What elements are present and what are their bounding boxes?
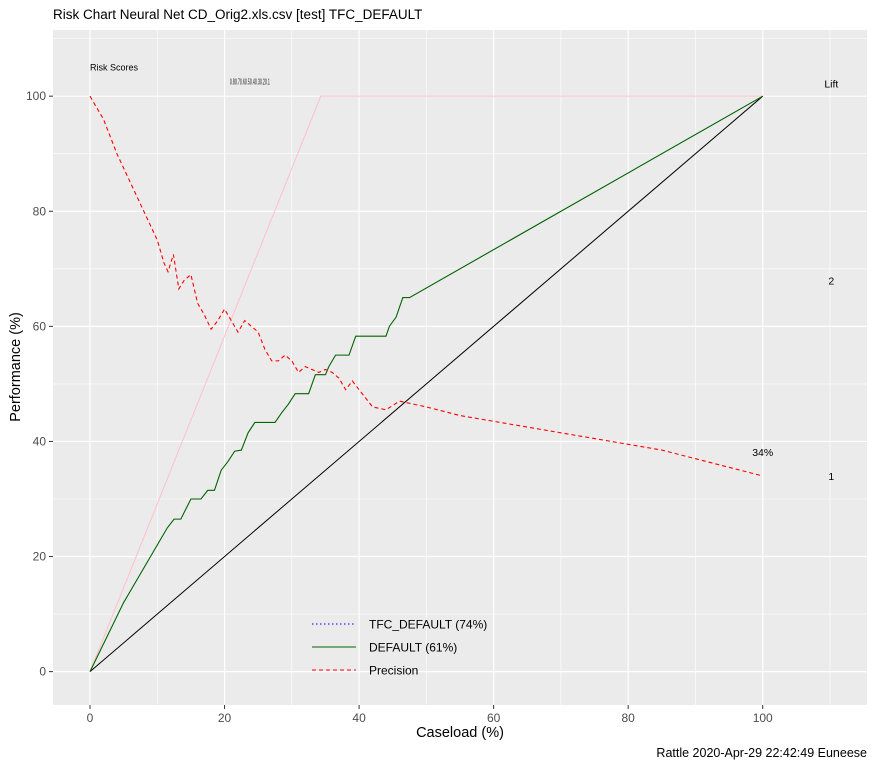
legend-label-default: DEFAULT (61%) [369, 641, 457, 655]
lift-tick-label: 1 [828, 471, 834, 483]
x-tick-label: 60 [487, 711, 501, 725]
chart-title: Risk Chart Neural Net CD_Orig2.xls.csv [… [53, 7, 422, 22]
legend-label-precision: Precision [369, 664, 418, 678]
axes-layer: 0 20 40 60 80 100 0 20 40 60 80 100 [26, 89, 773, 725]
y-tick-label: 60 [33, 319, 47, 333]
y-tick-label: 100 [26, 89, 46, 103]
y-axis-label: Performance (%) [8, 312, 24, 422]
legend-label-tfc-default: TFC_DEFAULT (74%) [369, 618, 487, 632]
series-layer [89, 95, 764, 672]
series-baseline [89, 95, 764, 672]
grid-major [53, 30, 867, 705]
lift-axis-label: Lift [824, 79, 838, 91]
risk-scores-cluster: 0.80.70.60.50.40.30.20.1 [230, 78, 270, 87]
x-tick-label: 100 [753, 711, 773, 725]
risk-scores-label: Risk Scores [90, 62, 139, 72]
y-tick-label: 80 [33, 204, 47, 218]
x-tick-label: 40 [352, 711, 366, 725]
y-tick-label: 0 [39, 665, 46, 679]
x-tick-label: 80 [622, 711, 636, 725]
y-tick-label: 40 [33, 434, 47, 448]
grid-minor [53, 30, 867, 705]
legend: TFC_DEFAULT (74%) DEFAULT (61%) Precision [312, 618, 487, 678]
series-precision [89, 95, 763, 477]
precision-end-label: 34% [752, 447, 773, 459]
y-tick-label: 20 [33, 550, 47, 564]
annotation-layer: Risk Scores 0.80.70.60.50.40.30.20.1 34% Li… [90, 62, 838, 483]
footer-caption: Rattle 2020-Apr-29 22:42:49 Euneese [656, 746, 867, 760]
lift-tick-label: 2 [828, 275, 834, 287]
plot-panel [53, 30, 867, 705]
x-axis-label: Caseload (%) [416, 725, 504, 741]
series-optimal [89, 95, 763, 672]
x-tick-label: 20 [218, 711, 232, 725]
x-tick-label: 0 [87, 711, 94, 725]
series-default [89, 95, 764, 672]
